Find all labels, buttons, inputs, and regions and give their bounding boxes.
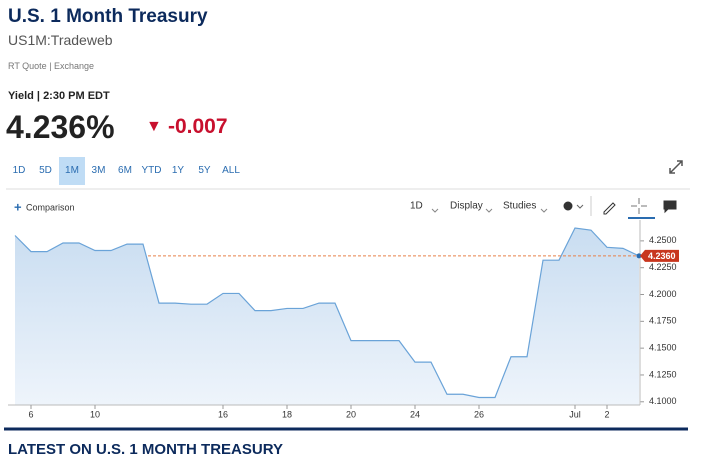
x-tick-label: 18 bbox=[282, 409, 292, 419]
yield-time: Yield | 2:30 PM EDT bbox=[8, 90, 110, 102]
x-tick-label: 26 bbox=[474, 409, 484, 419]
y-tick-label: 4.1000 bbox=[649, 396, 677, 406]
x-tick-label: 16 bbox=[218, 409, 228, 419]
x-tick-label: 2 bbox=[604, 409, 609, 419]
range-tabs: 1D 5D 1M 3M 6M YTD 1Y 5Y ALL bbox=[6, 157, 245, 185]
range-tab[interactable]: YTD bbox=[141, 165, 162, 176]
range-tab[interactable]: 5D bbox=[39, 165, 52, 176]
plus-icon[interactable]: + bbox=[14, 199, 22, 214]
range-tab[interactable]: 5Y bbox=[198, 165, 211, 176]
interval-button[interactable]: 1D bbox=[410, 201, 423, 212]
change: -0.007 bbox=[168, 115, 228, 138]
y-tick-label: 4.1500 bbox=[649, 343, 677, 353]
x-tick-label: Jul bbox=[569, 409, 581, 419]
source: RT Quote | Exchange bbox=[8, 61, 95, 71]
section-title: LATEST ON U.S. 1 MONTH TREASURY bbox=[8, 441, 284, 458]
symbol: US1M:Tradeweb bbox=[8, 32, 113, 48]
line bbox=[14, 227, 640, 399]
y-tick-label: 4.2250 bbox=[649, 262, 677, 272]
range-tab[interactable]: 1Y bbox=[171, 165, 185, 176]
area bbox=[15, 228, 639, 405]
display-button[interactable]: Display bbox=[450, 201, 483, 212]
y-tick-label: 4.2500 bbox=[649, 235, 677, 245]
range-tab[interactable]: ALL bbox=[222, 165, 240, 176]
y-tick-label: 4.1750 bbox=[649, 316, 677, 326]
y-tick-label: 4.1250 bbox=[649, 369, 677, 379]
comparison-button[interactable]: Comparison bbox=[26, 202, 75, 212]
price: 4.236% bbox=[6, 109, 115, 145]
down-arrow: ▼ bbox=[146, 118, 162, 135]
x-tick-label: 6 bbox=[28, 409, 33, 419]
range-tab[interactable]: 3M bbox=[91, 165, 106, 176]
x-tick-label: 24 bbox=[410, 409, 420, 419]
range-tab[interactable]: 1M bbox=[59, 157, 85, 185]
last-point bbox=[636, 253, 642, 259]
x-tick-label: 20 bbox=[346, 409, 356, 419]
range-tab[interactable]: 1D bbox=[12, 165, 26, 176]
y-tick-label: 4.2000 bbox=[649, 289, 677, 299]
studies-button[interactable]: Studies bbox=[503, 201, 536, 212]
toolbar-icons[interactable] bbox=[431, 160, 683, 219]
title: U.S. 1 Month Treasury bbox=[8, 6, 208, 27]
last-value-label: 4.2360 bbox=[648, 251, 676, 261]
x-tick-label: 10 bbox=[90, 409, 100, 419]
last-value-badge bbox=[640, 249, 679, 262]
range-tab[interactable]: 6M bbox=[118, 165, 132, 176]
